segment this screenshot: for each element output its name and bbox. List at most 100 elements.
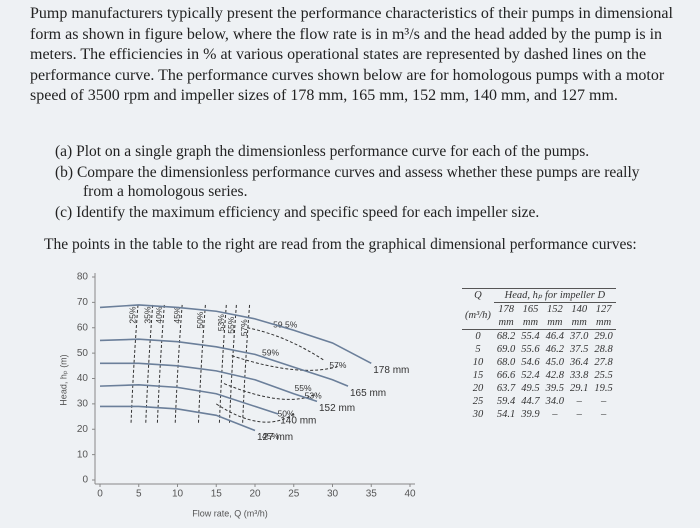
head-cell: 49.5 (521, 383, 540, 394)
efficiency-label: 53% (216, 314, 226, 331)
efficiency-line (130, 304, 139, 425)
diameter: 178 (498, 304, 514, 315)
curve-label: 127 mm (257, 432, 293, 443)
head-cell: 19.5 (594, 383, 613, 394)
x-axis-title: Flow rate, Q (m³/h) (192, 508, 268, 518)
head-cell: 37.0 (570, 331, 589, 342)
table-row: 5 69.0 55.6 46.2 37.5 28.8 (462, 343, 616, 356)
head-cell: 29.1 (570, 383, 589, 394)
head-cell: 36.4 (570, 357, 589, 368)
head-cell: 25.5 (594, 370, 613, 381)
head-cell: 54.1 (496, 409, 516, 420)
head-cell: 59.4 (496, 396, 516, 407)
table-row: 15 66.6 52.4 42.8 33.8 25.5 (462, 369, 616, 382)
x-tick-label: 30 (327, 489, 339, 500)
x-tick-label: 20 (249, 489, 261, 500)
head-cell: 37.5 (570, 344, 589, 355)
x-tick-label: 0 (97, 489, 103, 500)
head-cell: 27.8 (594, 357, 613, 368)
unit: mm (567, 316, 592, 330)
head-cell: – (600, 396, 607, 407)
efficiency-line (145, 304, 154, 425)
efficiency-label: 50% (277, 408, 294, 418)
efficiency-label: 45% (262, 431, 279, 441)
head-cell: 29.0 (594, 331, 613, 342)
head-cell: – (552, 409, 558, 420)
head-cell: – (576, 396, 582, 407)
lead-text: The points in the table to the right are… (44, 236, 637, 253)
efficiency-line (215, 403, 295, 423)
y-tick-label: 60 (77, 322, 89, 333)
y-tick-label: 0 (82, 475, 88, 486)
efficiency-label: 57% (239, 319, 249, 336)
efficiency-line (218, 304, 227, 425)
efficiency-label: 40% (154, 306, 164, 323)
table-row: 10 68.0 54.6 45.0 36.4 27.8 (462, 356, 616, 369)
efficiency-label: 57% (329, 360, 346, 370)
head-cell: 39.5 (545, 383, 565, 394)
diameter: 165 (522, 304, 539, 315)
efficiency-label: 45% (172, 306, 182, 323)
table-row: 0 68.2 55.4 46.4 37.0 29.0 (462, 330, 616, 344)
x-tick-label: 15 (211, 489, 223, 500)
part: (c) Identify the maximum efficiency and … (55, 204, 540, 221)
table-row: 30 54.1 39.9 – – – (462, 408, 616, 421)
head-curve (100, 362, 318, 403)
head-cell: 63.7 (496, 383, 516, 394)
head-cell: 55.6 (521, 344, 540, 355)
head-cell: 52.4 (521, 370, 540, 381)
y-tick-label: 20 (77, 424, 89, 435)
q-cell: 10 (472, 357, 484, 368)
head-cell: 39.9 (521, 409, 540, 420)
efficiency-label: 50% (195, 311, 205, 328)
q-cell: 25 (472, 396, 484, 407)
y-tick-label: 30 (77, 399, 89, 410)
head-cell: 45.0 (545, 357, 565, 368)
unit: mm (493, 316, 519, 330)
table-row: 25 59.4 44.7 34.0– – (462, 395, 616, 408)
part: (a) Plot on a single graph the dimension… (55, 143, 590, 160)
table-row: 20 63.7 49.5 39.5 29.1 19.5 (462, 382, 616, 395)
y-axis-title: Head, hₚ (m) (58, 354, 68, 405)
efficiency-label: 35% (142, 306, 152, 323)
head-cell: 54.6 (521, 357, 540, 368)
unit: mm (591, 316, 616, 330)
diameter: 127 (595, 304, 612, 315)
efficiency-label: 55% (295, 383, 312, 393)
curve-label: 178 mm (373, 365, 409, 376)
q-cell: 5 (475, 344, 481, 355)
curve-label: 140 mm (280, 416, 316, 427)
efficiency-line (231, 355, 341, 371)
x-tick-label: 40 (404, 489, 416, 500)
y-tick-label: 50 (77, 348, 89, 359)
head-cell: 42.8 (545, 370, 565, 381)
head-cell: 55.4 (521, 331, 540, 342)
head-cell: 69.0 (496, 344, 516, 355)
head-curve (99, 338, 349, 387)
efficiency-label: 55% (226, 316, 236, 333)
curve-label: 152 mm (319, 403, 355, 414)
head-cell: 33.8 (570, 370, 589, 381)
x-tick-label: 10 (172, 489, 184, 500)
efficiency-label: 25% (128, 306, 138, 323)
q-header: Q (462, 288, 494, 303)
head-curve (100, 405, 256, 432)
diameter: 140 (571, 304, 588, 315)
parts: (a) Plot on a single graph the dimension… (55, 142, 655, 224)
x-tick-label: 5 (136, 489, 142, 500)
head-cell: 46.2 (545, 344, 565, 355)
head-curve (99, 304, 372, 364)
curve-label: 165 mm (350, 388, 386, 399)
efficiency-line (223, 383, 318, 400)
head-cell: 66.6 (496, 370, 516, 381)
head-cell: 34.0 (545, 396, 565, 407)
q-cell: 20 (472, 383, 484, 394)
diameter: 152 (546, 304, 563, 315)
head-cell: 44.7 (521, 396, 540, 407)
efficiency-label: 59% (262, 347, 279, 357)
head-header: Head, hₚ for impeller D (493, 288, 616, 303)
y-tick-label: 40 (77, 373, 89, 384)
intro-text: Pump manufacturers typically present the… (30, 5, 673, 104)
unit: mm (542, 316, 568, 330)
